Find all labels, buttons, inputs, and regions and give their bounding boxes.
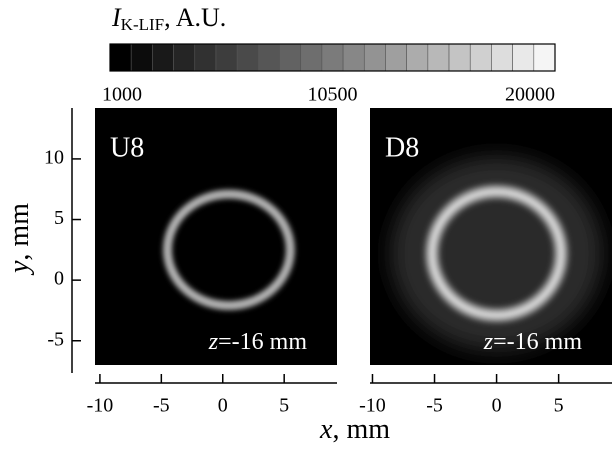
x-axis-title: x, mm xyxy=(319,414,390,445)
colorbar-step xyxy=(321,43,344,72)
x-tick-label: -5 xyxy=(153,395,170,417)
x-tick-label: 5 xyxy=(279,395,289,417)
panel-label: U8 xyxy=(110,132,144,163)
x-tick-label: -10 xyxy=(87,395,114,417)
colorbar-step xyxy=(512,43,535,72)
panel-label: D8 xyxy=(385,132,419,163)
colorbar-step xyxy=(385,43,407,72)
x-symbol: x xyxy=(319,414,333,445)
colorbar-step xyxy=(427,43,450,72)
annotation-text: =-16 mm xyxy=(218,329,307,355)
colorbar-symbol: I xyxy=(111,3,122,32)
colorbar-step xyxy=(236,43,259,72)
colorbar-step xyxy=(469,43,492,72)
colorbar-tick-label: 20000 xyxy=(505,84,555,106)
annotation-text: =-16 mm xyxy=(493,329,582,355)
colorbar-step xyxy=(152,43,174,72)
colorbar-step xyxy=(109,43,132,72)
panel-image xyxy=(370,108,612,365)
y-axis-title: y, mm xyxy=(4,203,35,276)
colorbar-step xyxy=(533,43,556,72)
y-tick-label: -5 xyxy=(47,328,64,350)
y-tick-label: 10 xyxy=(44,147,64,169)
x-tick-label: 0 xyxy=(492,395,502,417)
y-symbol: y xyxy=(4,260,35,276)
panel-background xyxy=(95,108,337,365)
annotation-symbol: z xyxy=(483,329,494,355)
colorbar-step xyxy=(491,43,513,72)
colorbar-step xyxy=(215,43,238,72)
colorbar-tick-label: 10500 xyxy=(308,84,358,106)
x-tick-label: 0 xyxy=(218,395,228,417)
colorbar-title: IK-LIF, A.U. xyxy=(111,3,226,34)
panel-annotation: z=-16 mm xyxy=(483,329,583,355)
panel-annotation: z=-16 mm xyxy=(208,329,308,355)
y-unit: , mm xyxy=(4,203,35,261)
colorbar-frame xyxy=(109,43,556,72)
ring xyxy=(165,192,293,308)
x-tick-label: -10 xyxy=(359,395,386,417)
annotation-symbol: z xyxy=(208,329,219,355)
panel-image xyxy=(95,108,337,365)
colorbar-step xyxy=(130,43,153,72)
colorbar-step xyxy=(363,43,386,72)
y-tick-label: 0 xyxy=(54,268,64,290)
ring xyxy=(428,188,565,319)
x-unit: , mm xyxy=(332,414,390,445)
x-tick-label: -5 xyxy=(426,395,443,417)
colorbar-unit: , A.U. xyxy=(164,3,226,32)
colorbar-subscript: K-LIF xyxy=(121,15,164,34)
colorbar-step xyxy=(300,43,323,72)
colorbar-step xyxy=(342,43,365,72)
colorbar-step xyxy=(194,43,217,72)
x-tick-label: 5 xyxy=(554,395,564,417)
haze xyxy=(391,156,603,351)
y-tick-label: 5 xyxy=(54,207,64,229)
colorbar-step xyxy=(258,43,280,72)
colorbar-step xyxy=(448,43,471,72)
colorbar-tick-label: 1000 xyxy=(102,84,142,106)
colorbar-step xyxy=(279,43,302,72)
colorbar-step xyxy=(173,43,196,72)
colorbar-step xyxy=(406,43,429,72)
